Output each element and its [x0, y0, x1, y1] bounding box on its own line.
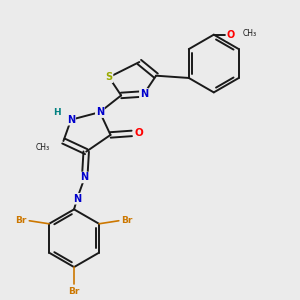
Text: N: N — [140, 89, 148, 99]
Text: N: N — [73, 194, 81, 204]
Text: Br: Br — [121, 216, 133, 225]
Text: CH₃: CH₃ — [243, 29, 257, 38]
Text: Br: Br — [16, 216, 27, 225]
Text: N: N — [96, 107, 104, 117]
Text: N: N — [67, 115, 75, 125]
Text: S: S — [105, 72, 112, 82]
Text: H: H — [53, 108, 61, 117]
Text: N: N — [81, 172, 89, 182]
Text: CH₃: CH₃ — [36, 142, 50, 152]
Text: O: O — [226, 30, 235, 40]
Text: Br: Br — [68, 287, 80, 296]
Text: O: O — [135, 128, 144, 138]
